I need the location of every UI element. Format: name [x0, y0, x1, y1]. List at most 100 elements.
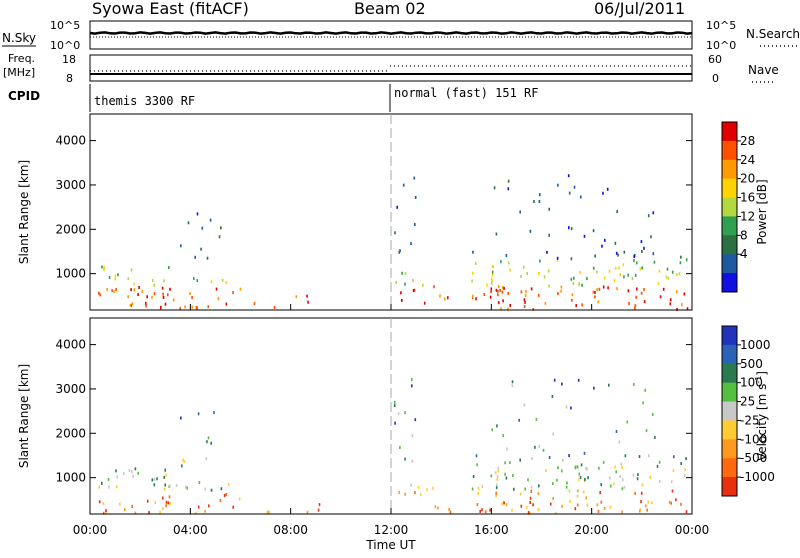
data-cell	[394, 421, 396, 425]
data-cell	[548, 233, 550, 237]
data-cell	[592, 266, 595, 270]
data-cell	[490, 290, 492, 294]
data-cell	[500, 307, 502, 311]
data-cell	[681, 303, 683, 307]
x-tick-label: 04:00	[173, 523, 208, 537]
data-cell	[204, 487, 207, 491]
data-cell	[623, 275, 625, 279]
noise-sky-trace	[89, 31, 693, 35]
data-cell	[525, 289, 527, 293]
data-cell	[180, 244, 182, 248]
data-cell	[666, 267, 669, 271]
data-cell	[580, 195, 582, 199]
data-cell	[496, 477, 499, 481]
data-cell	[107, 478, 110, 481]
data-cell	[210, 488, 213, 492]
data-cell	[658, 269, 661, 273]
data-cell	[489, 508, 491, 512]
cpid-mode-2: normal (fast) 151 RF	[394, 86, 539, 100]
data-cell	[146, 295, 148, 299]
data-cell	[685, 510, 688, 514]
data-cell	[507, 187, 510, 191]
x-tick-label: 20:00	[574, 523, 609, 537]
data-cell	[101, 481, 103, 485]
data-cell	[227, 483, 230, 486]
data-cell	[596, 288, 598, 292]
cpid-mode-1: themis 3300 RF	[94, 94, 195, 108]
data-cell	[557, 183, 559, 187]
data-cell	[239, 287, 242, 291]
data-cell	[210, 280, 213, 284]
data-cell	[576, 503, 579, 507]
data-cell	[529, 496, 532, 500]
data-cell	[602, 460, 605, 464]
data-cell	[524, 487, 526, 491]
data-cell	[615, 430, 618, 433]
data-cell	[472, 475, 475, 478]
data-cell	[551, 395, 554, 398]
freq-right-tick-top: 60	[708, 53, 722, 66]
data-cell	[98, 291, 100, 295]
colorbar-segment	[722, 273, 737, 293]
data-cell	[179, 307, 181, 311]
data-cell	[497, 469, 499, 473]
data-cell	[483, 293, 486, 296]
colorbar-segment	[722, 159, 737, 180]
data-cell	[534, 445, 536, 449]
x-tick-label: 00:00	[675, 523, 710, 537]
data-cell	[685, 457, 687, 461]
data-cell	[412, 289, 415, 292]
data-cell	[520, 290, 523, 294]
data-cell	[184, 305, 186, 309]
data-cell	[507, 307, 509, 311]
data-cell	[159, 510, 161, 514]
data-cell	[560, 285, 563, 289]
data-cell	[619, 475, 621, 479]
data-cell	[529, 229, 532, 233]
data-cell	[221, 278, 224, 282]
date-label: 06/Jul/2011	[594, 0, 685, 18]
data-cell	[153, 483, 156, 487]
x-tick-label: 08:00	[273, 523, 308, 537]
data-cell	[172, 298, 175, 302]
data-cell	[520, 274, 522, 278]
data-cell	[504, 472, 506, 476]
data-cell	[570, 277, 573, 281]
colorbar-segment	[722, 363, 737, 384]
data-cell	[205, 457, 208, 461]
data-cell	[217, 297, 220, 301]
data-cell	[562, 458, 564, 462]
data-cell	[626, 420, 629, 424]
data-cell	[552, 482, 554, 486]
data-cell	[162, 507, 164, 510]
data-cell	[167, 501, 170, 505]
data-cell	[439, 294, 441, 298]
y-tick-label: 2000	[55, 222, 86, 236]
data-cell	[601, 244, 603, 248]
data-cell	[624, 454, 627, 458]
data-cell	[414, 418, 417, 422]
data-cell	[671, 270, 674, 274]
data-cell	[404, 492, 406, 496]
data-cell	[490, 287, 493, 291]
data-cell	[396, 205, 398, 209]
data-cell	[223, 494, 226, 498]
data-cell	[105, 511, 107, 515]
data-cell	[128, 468, 131, 472]
data-cell	[638, 455, 641, 459]
data-cell	[560, 289, 562, 293]
data-cell	[307, 300, 309, 304]
data-cell	[533, 200, 535, 203]
data-cell	[115, 288, 117, 291]
data-cell	[476, 463, 478, 467]
data-cell	[204, 509, 206, 513]
data-cell	[472, 294, 474, 298]
data-cell	[398, 250, 401, 254]
data-cell	[401, 299, 403, 302]
data-cell	[637, 473, 639, 477]
data-cell	[531, 457, 533, 461]
data-cell	[165, 473, 168, 477]
data-cell	[197, 412, 200, 416]
data-cell	[581, 303, 583, 307]
